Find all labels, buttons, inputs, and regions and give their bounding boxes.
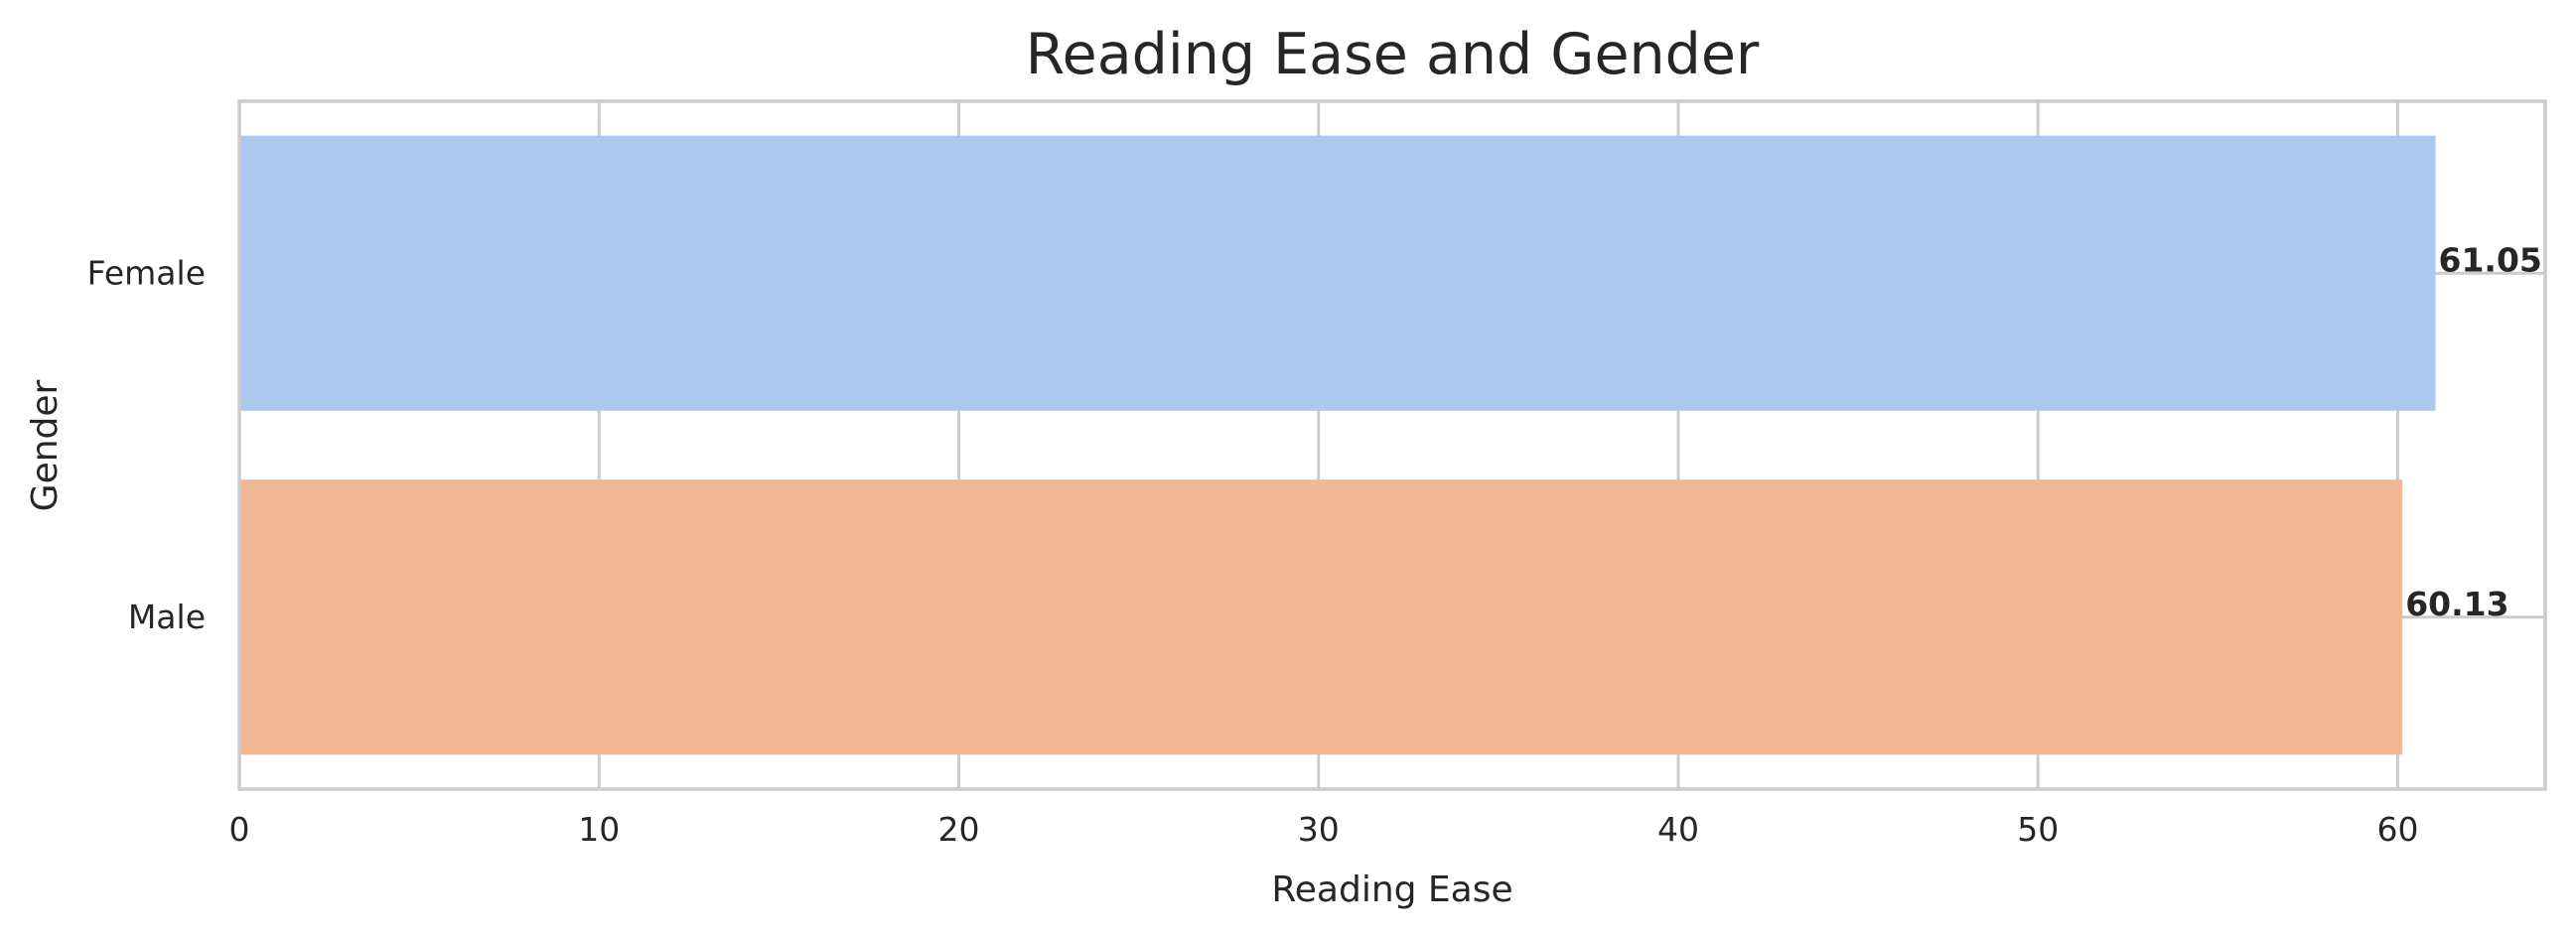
x-tick-label: 30: [1298, 810, 1340, 849]
chart-title: Reading Ease and Gender: [1026, 22, 1760, 87]
x-tick-label: 60: [2376, 810, 2418, 849]
x-axis-label: Reading Ease: [1271, 870, 1512, 910]
bar-male: [239, 479, 2403, 755]
y-tick-labels: Female Male: [87, 253, 206, 636]
y-tick-label: Male: [128, 598, 206, 636]
x-tick-label: 40: [1657, 810, 1699, 849]
x-tick-labels: 0 10 20 30 40 50 60: [229, 810, 2419, 849]
value-labels: 61.05 60.13: [2405, 240, 2542, 623]
value-label-male: 60.13: [2405, 585, 2508, 623]
bar-female: [239, 135, 2436, 411]
bars: [239, 135, 2436, 755]
x-tick-label: 0: [229, 810, 250, 849]
y-tick-label: Female: [87, 253, 206, 292]
plot-frame: [237, 99, 2547, 791]
x-tick-label: 50: [2017, 810, 2059, 849]
y-axis-label: Gender: [25, 379, 66, 511]
value-label-female: 61.05: [2439, 240, 2542, 279]
x-tick-label: 20: [937, 810, 979, 849]
x-tick-label: 10: [578, 810, 620, 849]
